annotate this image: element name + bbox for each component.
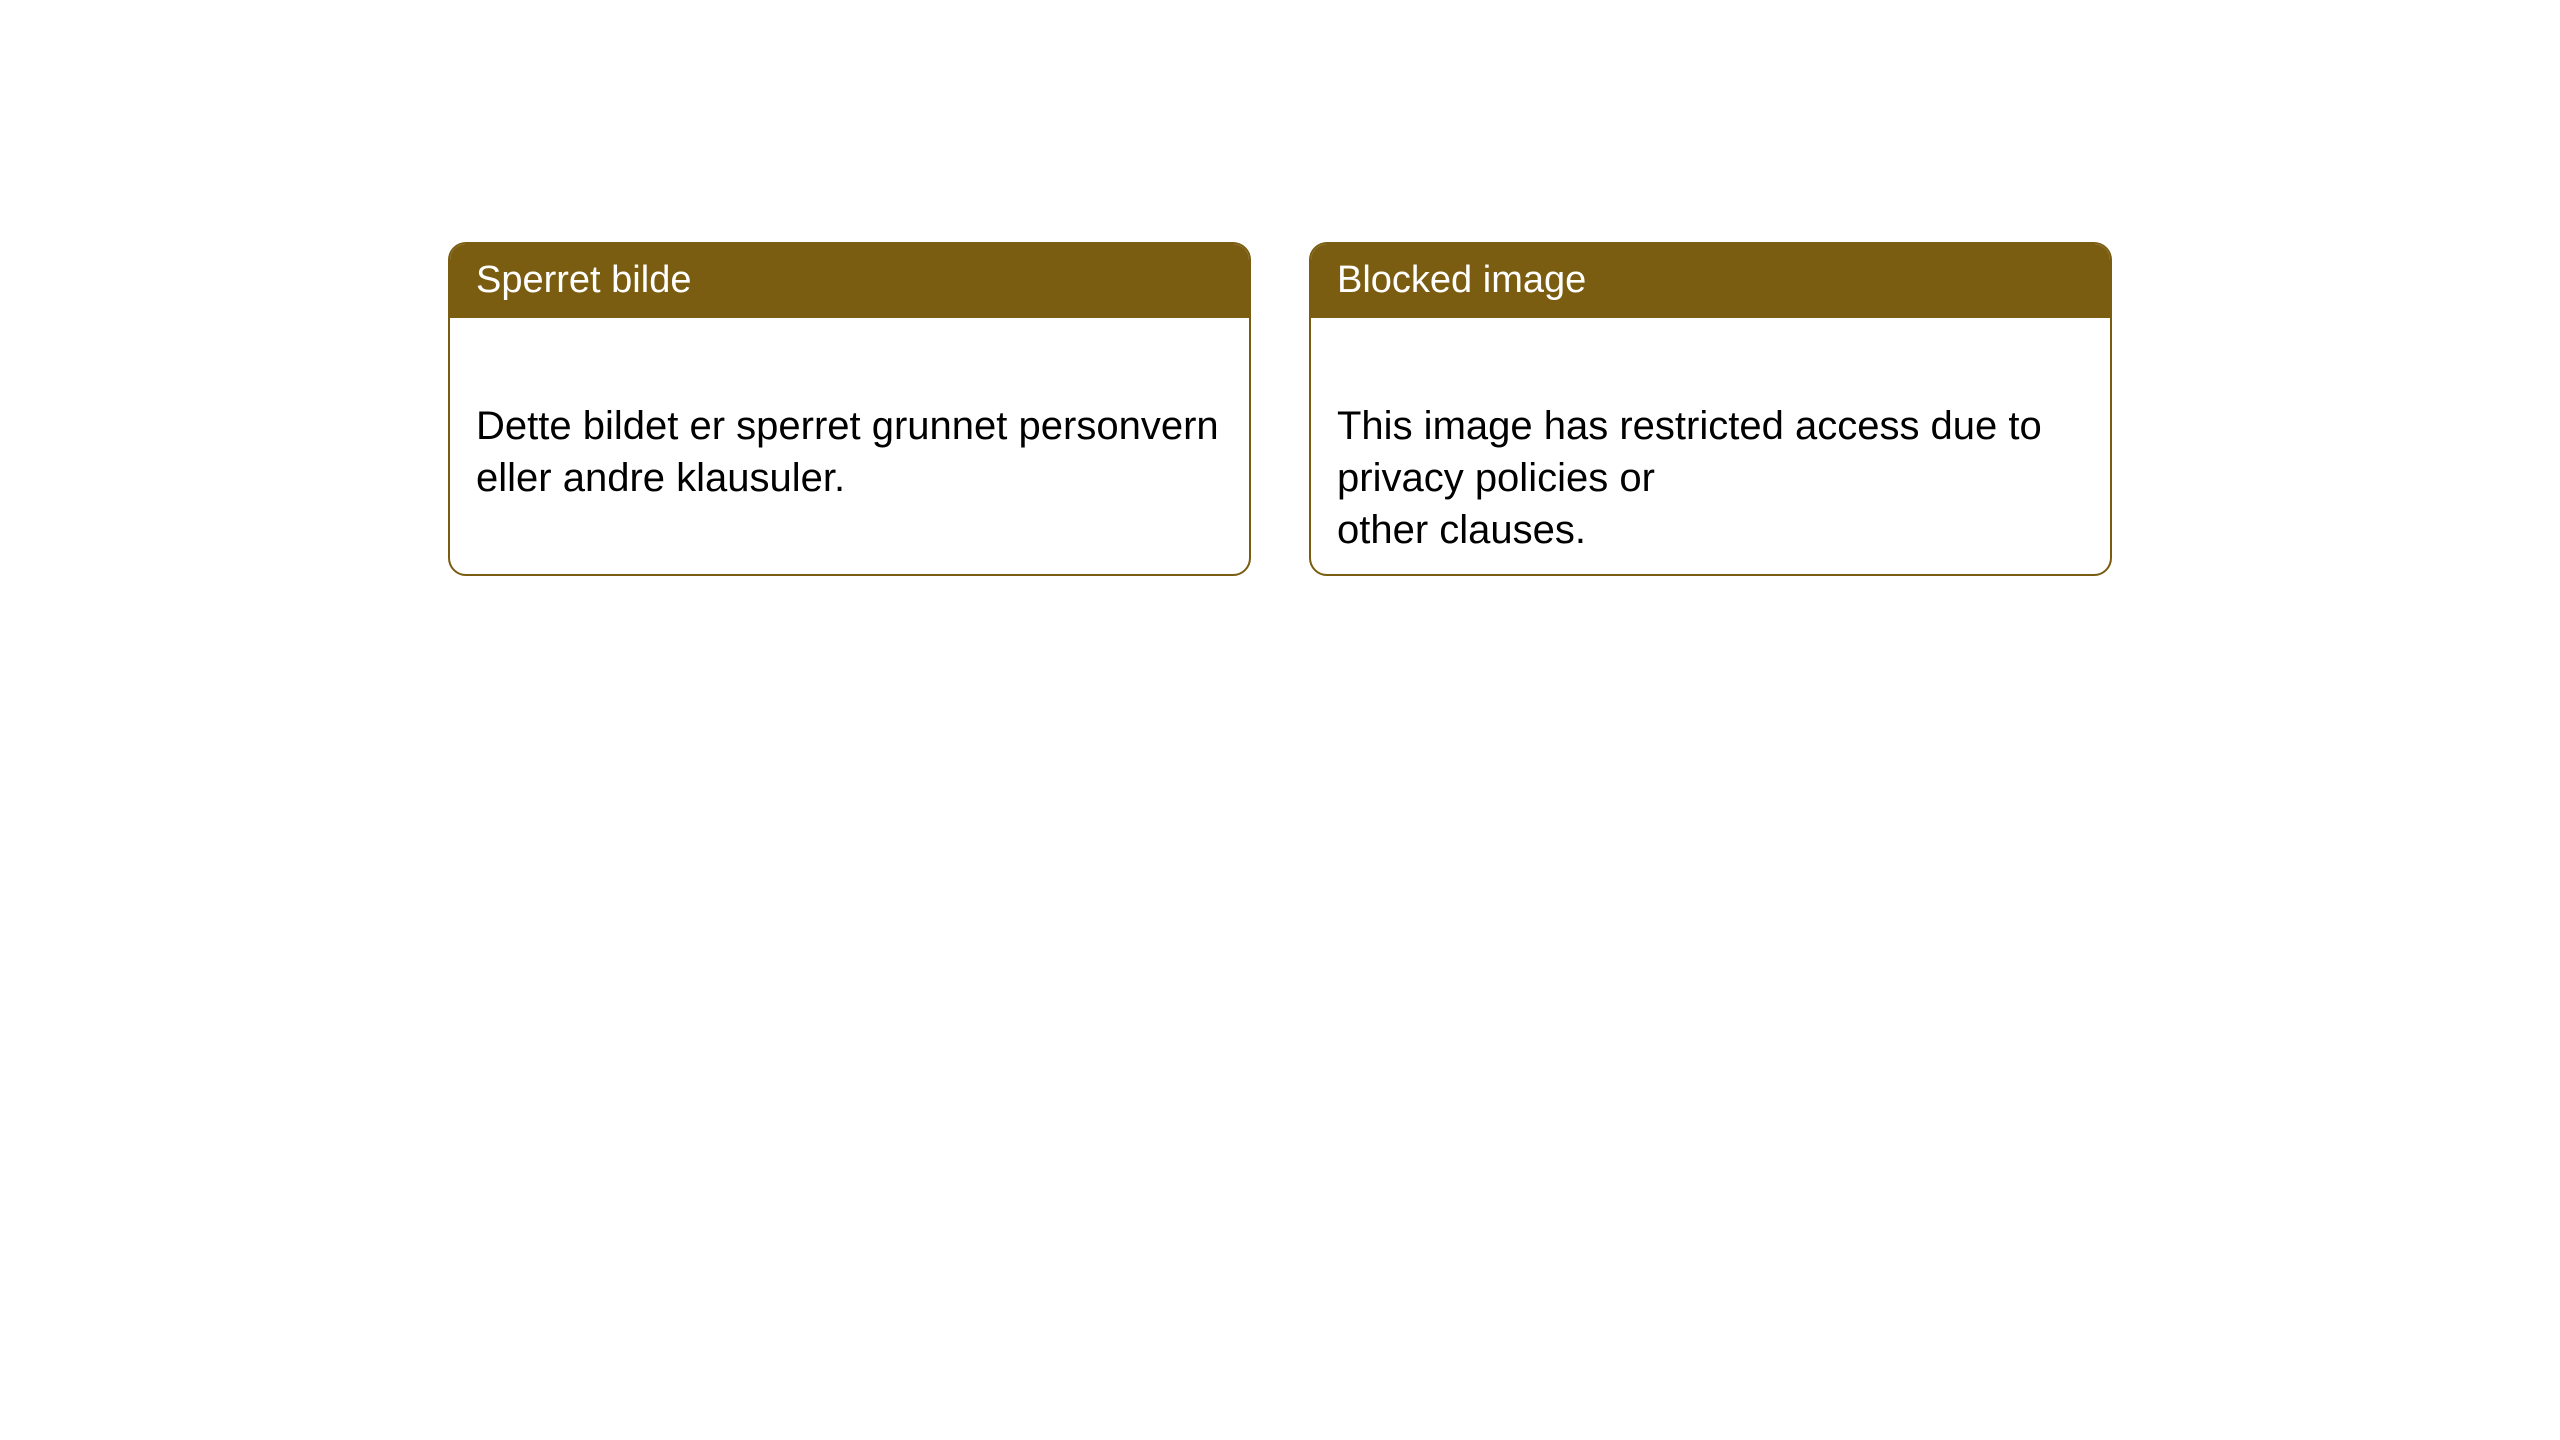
notice-card-text: This image has restricted access due to …: [1337, 404, 2042, 552]
notice-card-header: Blocked image: [1311, 244, 2110, 318]
notice-card-english: Blocked image This image has restricted …: [1309, 242, 2112, 576]
notice-card-header: Sperret bilde: [450, 244, 1249, 318]
notice-card-body: This image has restricted access due to …: [1311, 318, 2110, 576]
notice-card-title: Sperret bilde: [476, 259, 691, 301]
notice-card-text: Dette bildet er sperret grunnet personve…: [476, 404, 1219, 500]
notice-card-norwegian: Sperret bilde Dette bildet er sperret gr…: [448, 242, 1251, 576]
notice-card-title: Blocked image: [1337, 259, 1586, 301]
notice-card-body: Dette bildet er sperret grunnet personve…: [450, 318, 1249, 534]
notice-cards-container: Sperret bilde Dette bildet er sperret gr…: [448, 242, 2112, 576]
